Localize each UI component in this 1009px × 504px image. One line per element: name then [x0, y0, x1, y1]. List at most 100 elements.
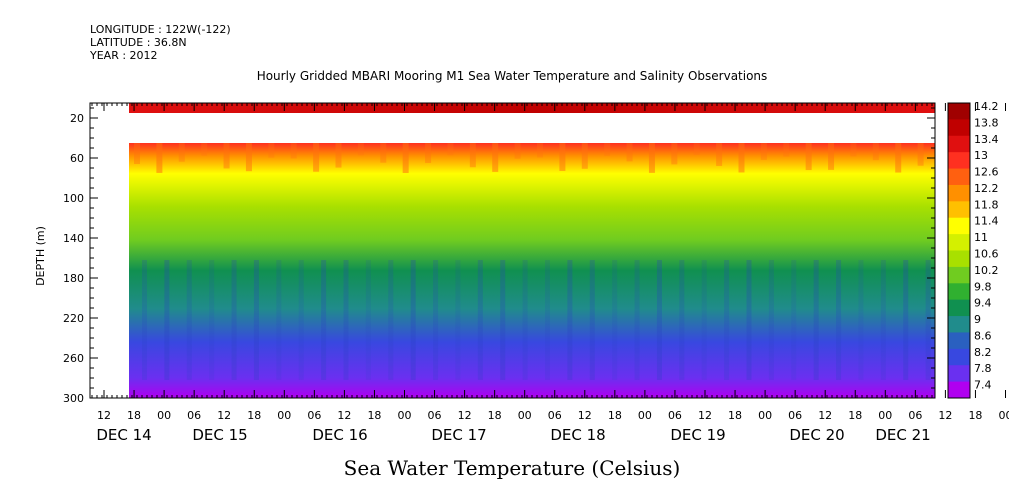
streak-cool — [321, 260, 327, 380]
x-hour-label: 00 — [157, 409, 171, 422]
x-hour-label: 00 — [518, 409, 532, 422]
streak-cool — [656, 260, 662, 380]
x-day-label: DEC 17 — [431, 426, 486, 444]
streak-cool — [433, 260, 439, 380]
legend-label: 9.4 — [974, 297, 992, 310]
legend-label: 11.8 — [974, 198, 999, 211]
x-hour-label: 18 — [608, 409, 622, 422]
longitude-label: LONGITUDE : 122W(-122) — [90, 23, 231, 36]
legend-label: 9 — [974, 313, 981, 326]
plot-area — [89, 102, 936, 399]
streak-warm — [760, 143, 767, 160]
x-hour-label: 12 — [818, 409, 832, 422]
streak-warm — [425, 143, 432, 164]
x-hour-label: 06 — [668, 409, 682, 422]
streak-warm — [335, 143, 342, 168]
legend-swatch — [948, 348, 970, 366]
streak-cool — [634, 260, 640, 380]
streak-warm — [850, 143, 857, 157]
streak-cool — [500, 260, 506, 380]
streak-warm — [357, 143, 364, 156]
x-hour-label: 06 — [548, 409, 562, 422]
streak-warm — [648, 143, 655, 173]
streak-cool — [142, 260, 147, 380]
streak-warm — [828, 143, 835, 170]
x-axis: 12 18 00 06 12 18 00 06 12 18 00 06 12 18 00 06 12 18 00 06… — [91, 103, 1009, 444]
legend-label: 13.4 — [974, 133, 999, 146]
x-day-label: DEC 20 — [789, 426, 844, 444]
streak-cool — [701, 260, 707, 380]
legend-swatch — [948, 316, 970, 333]
x-hour-label: 00 — [277, 409, 291, 422]
x-day-label: DEC 18 — [550, 426, 605, 444]
x-day-label: DEC 14 — [96, 426, 151, 444]
x-hour-label: 06 — [187, 409, 201, 422]
y-axis: 20 60 100 140 180 220 260 300 — [63, 107, 935, 405]
streak-cool — [343, 260, 349, 380]
streak-warm — [290, 143, 297, 159]
streak-warm — [917, 143, 924, 166]
color-legend: 14.2 13.8 13.4 13 12.6 12.2 11.8 11.4 11 10.6 10.2… — [947, 100, 999, 399]
x-day-label: DEC 15 — [192, 426, 247, 444]
y-tick-label: 220 — [63, 312, 84, 325]
x-day-label: DEC 19 — [670, 426, 725, 444]
legend-swatch — [948, 168, 970, 186]
legend-swatch — [948, 283, 970, 301]
streak-warm — [201, 143, 208, 156]
x-hour-label: 18 — [127, 409, 141, 422]
legend-label: 12.2 — [974, 182, 999, 195]
streak-cool — [164, 260, 170, 380]
streak-cool — [477, 260, 483, 380]
streak-warm — [492, 143, 499, 172]
surface-band — [129, 103, 935, 113]
streak-warm — [671, 143, 678, 165]
variability-streaks — [134, 143, 931, 380]
x-hour-label: 18 — [968, 409, 982, 422]
x-hour-label: 18 — [728, 409, 742, 422]
x-hour-label: 12 — [698, 409, 712, 422]
streak-cool — [612, 260, 618, 380]
streak-cool — [836, 260, 842, 380]
y-tick-label: 140 — [63, 232, 84, 245]
streak-warm — [447, 143, 454, 156]
streak-warm — [872, 143, 879, 161]
legend-label: 10.2 — [974, 264, 999, 277]
legend-label: 13.8 — [974, 116, 999, 129]
legend-label: 13 — [974, 149, 988, 162]
streak-cool — [589, 260, 595, 380]
streak-warm — [783, 143, 790, 157]
streak-warm — [693, 143, 700, 156]
chart-title: Hourly Gridded MBARI Mooring M1 Sea Wate… — [257, 69, 768, 83]
streak-warm — [738, 143, 745, 173]
legend-label: 8.2 — [974, 346, 992, 359]
x-hour-label: 18 — [247, 409, 261, 422]
legend-swatch — [948, 299, 970, 317]
legend-swatch — [948, 365, 970, 383]
streak-warm — [245, 143, 252, 172]
y-tick-label: 180 — [63, 272, 84, 285]
streak-warm — [156, 143, 163, 173]
streak-cool — [276, 260, 282, 380]
x-day-label: DEC 21 — [875, 426, 930, 444]
x-hour-label: 18 — [367, 409, 381, 422]
y-tick-label: 60 — [70, 152, 84, 165]
streak-cool — [365, 260, 371, 380]
legend-label: 14.2 — [974, 100, 999, 113]
streak-cool — [298, 260, 304, 380]
streak-cool — [209, 260, 215, 380]
x-hour-label: 12 — [578, 409, 592, 422]
legend-label: 7.8 — [974, 362, 992, 375]
legend-swatch — [948, 217, 970, 235]
streak-warm — [268, 143, 275, 158]
streak-cool — [903, 260, 909, 380]
legend-swatch — [948, 266, 970, 284]
streak-warm — [223, 143, 230, 169]
y-tick-label: 100 — [63, 192, 84, 205]
streak-cool — [858, 260, 864, 380]
streak-cool — [567, 260, 573, 380]
chart-footer: Sea Water Temperature (Celsius) — [344, 456, 681, 480]
streak-cool — [455, 260, 461, 380]
streak-warm — [514, 143, 521, 159]
x-hour-label: 12 — [337, 409, 351, 422]
